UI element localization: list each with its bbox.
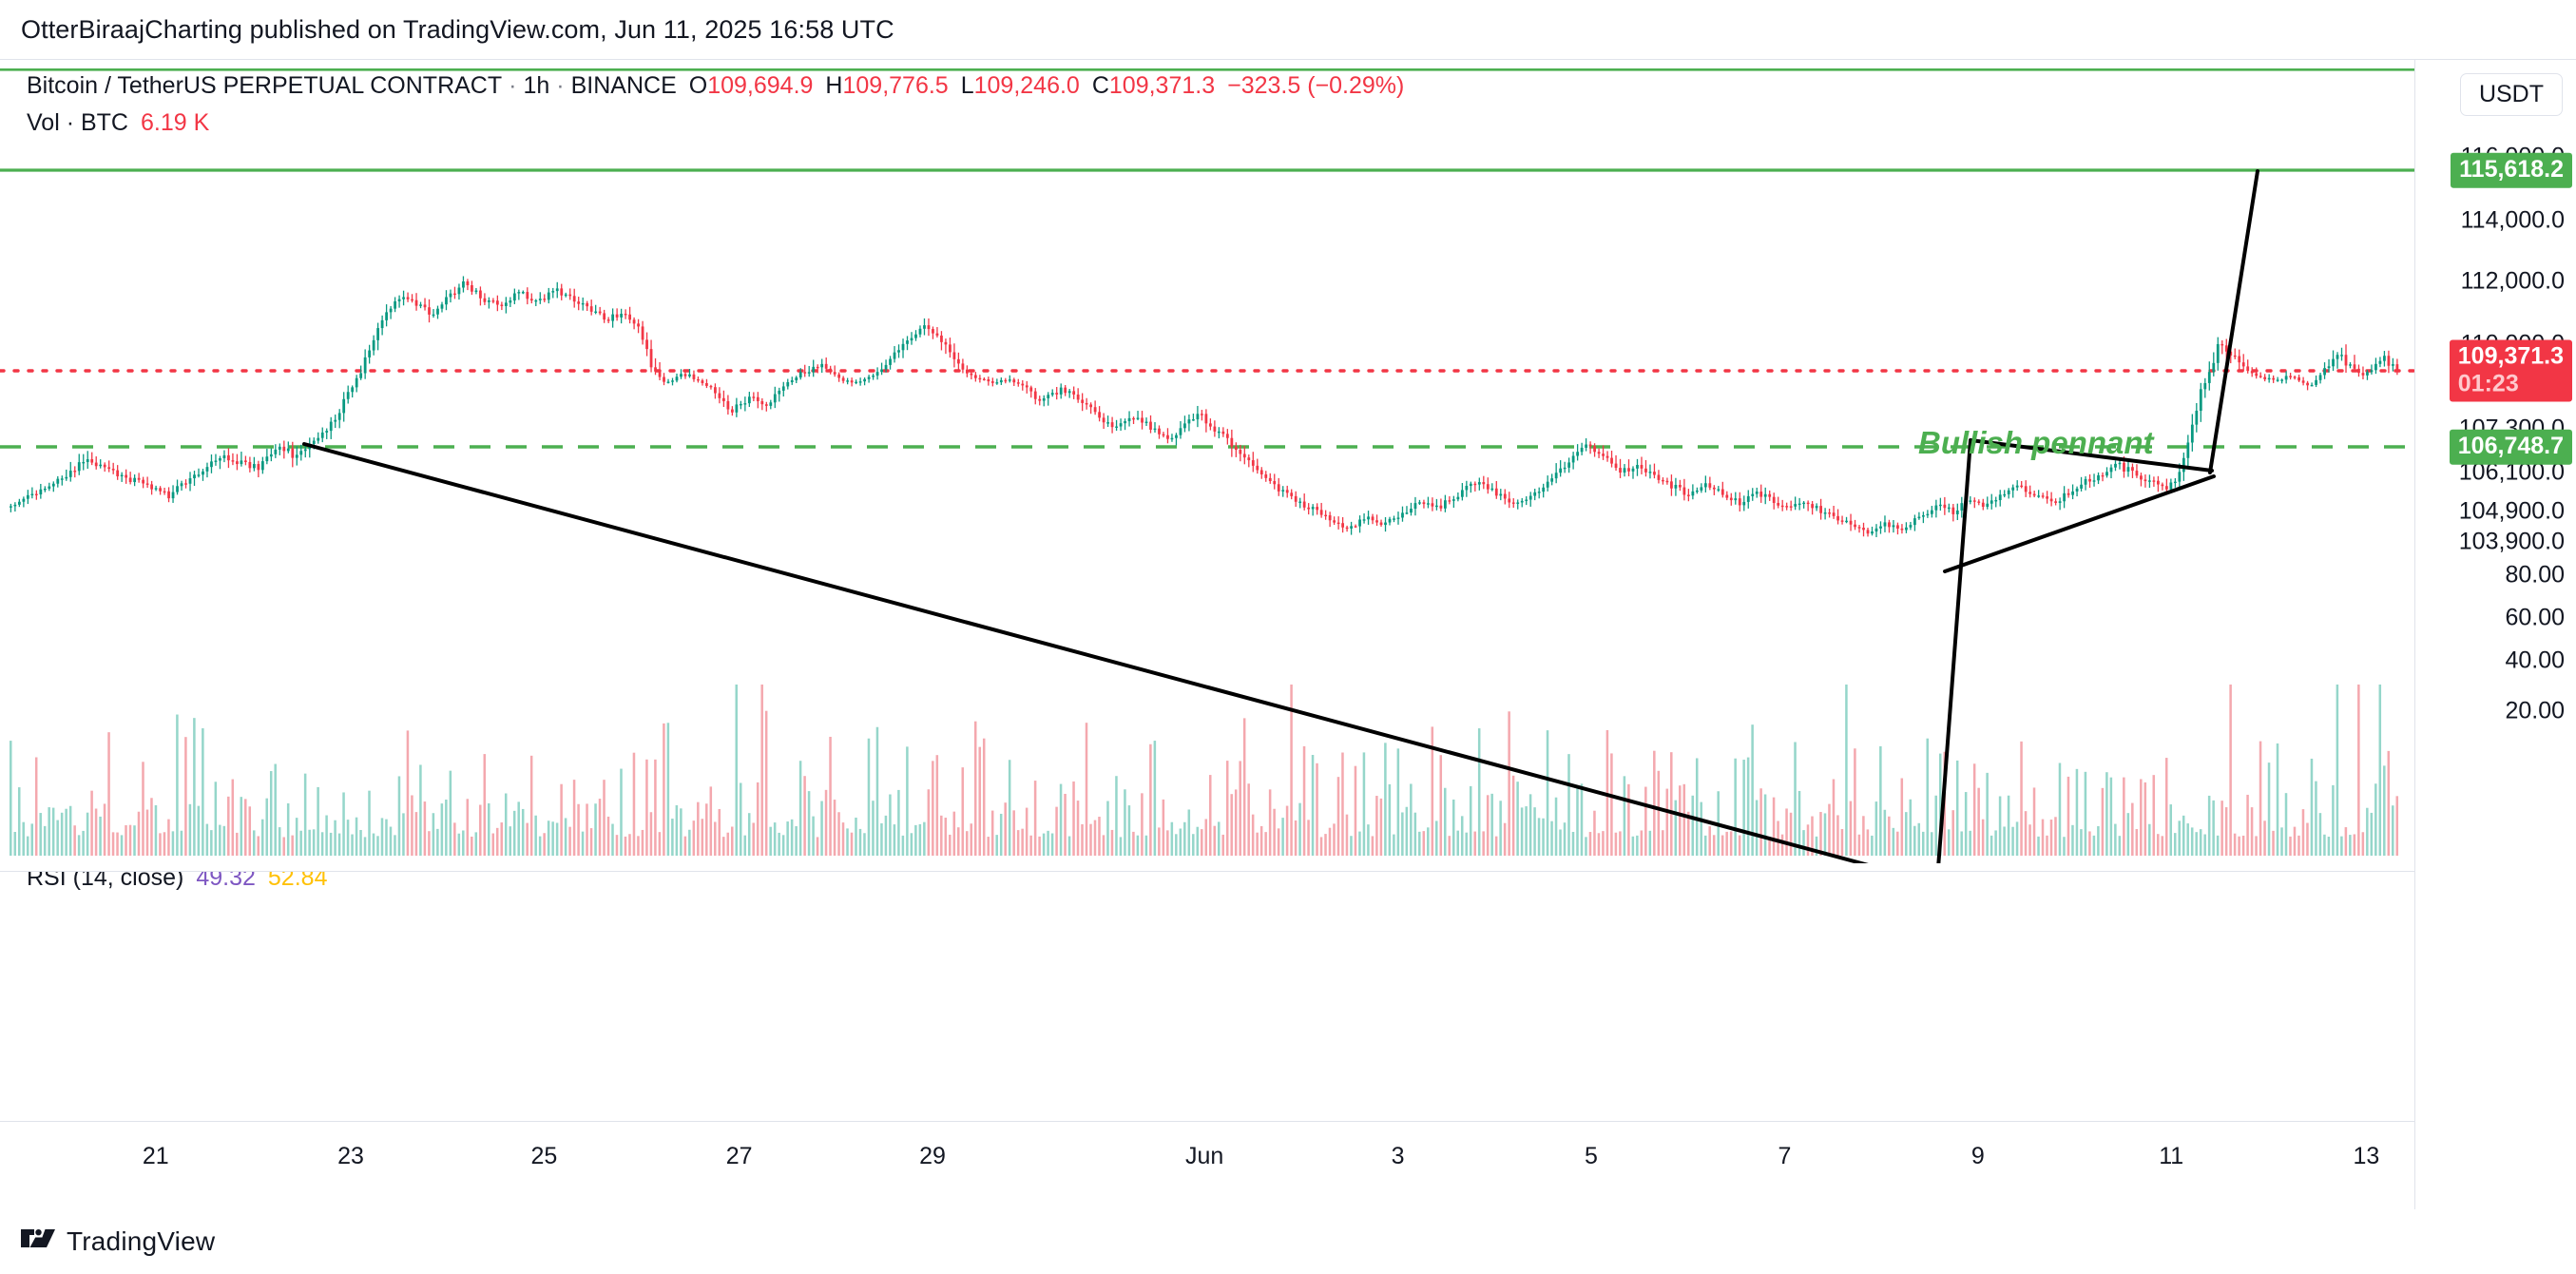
price-scale-tick: 112,000.0 xyxy=(2460,267,2565,295)
time-axis-label: 27 xyxy=(725,1143,753,1169)
price-level-lines xyxy=(0,68,2414,449)
footer-bar: TradingView xyxy=(0,1209,2576,1274)
time-axis-label: 9 xyxy=(1970,1143,1985,1169)
publisher-credit: OtterBiraajCharting published on Trading… xyxy=(21,14,894,44)
time-axis-label: 3 xyxy=(1391,1143,1405,1169)
breakout-projection[interactable] xyxy=(2208,169,2259,474)
pennant-upper[interactable] xyxy=(1969,438,2214,473)
price-chart-canvas[interactable] xyxy=(0,68,2414,863)
time-axis-label: 11 xyxy=(2159,1143,2184,1169)
price-scale[interactable]: USDT 116,000.0114,000.0112,000.0110,000.… xyxy=(2414,60,2576,1210)
currency-pill[interactable]: USDT xyxy=(2459,73,2563,116)
rsi-pane[interactable]: RSI (14, close) 49.32 52.84 xyxy=(0,871,2414,1121)
publisher-bar: OtterBiraajCharting published on Trading… xyxy=(0,0,2576,59)
price-scale-tick: 114,000.0 xyxy=(2460,206,2565,234)
time-axis-label: 5 xyxy=(1585,1143,1598,1169)
tradingview-logo-text: TradingView xyxy=(67,1226,216,1256)
rsi-legend: RSI (14, close) 49.32 52.84 xyxy=(27,871,328,892)
price-scale-tick: 40.00 xyxy=(2505,647,2565,674)
bullish-pennant-annotation[interactable]: Bullish pennant xyxy=(1918,425,2154,460)
time-axis-label: 7 xyxy=(1778,1143,1792,1169)
rsi-ma-value: 52.84 xyxy=(267,871,328,891)
rsi-chart-canvas[interactable] xyxy=(0,872,2414,1121)
tradingview-logo[interactable]: TradingView xyxy=(21,1226,215,1257)
chart-drawings[interactable] xyxy=(302,169,2259,863)
support-price-tag[interactable]: 106,748.7 xyxy=(2449,429,2572,465)
candlestick-series[interactable] xyxy=(10,276,2399,537)
pennant-lower[interactable] xyxy=(1943,474,2216,573)
price-scale-tick: 20.00 xyxy=(2505,697,2565,724)
time-axis-label: Jun xyxy=(1185,1143,1224,1169)
price-pane[interactable] xyxy=(0,68,2414,863)
pennant-pole[interactable] xyxy=(1926,438,1972,863)
rsi-title: RSI (14, close) xyxy=(27,871,184,891)
time-axis-label: 21 xyxy=(142,1143,169,1169)
tradingview-logo-icon xyxy=(21,1228,55,1247)
descending-resistance[interactable] xyxy=(302,442,2048,863)
chart-frame: Bitcoin / TetherUS PERPETUAL CONTRACT · 1h… xyxy=(0,59,2576,1210)
price-tag-countdown: 01:23 xyxy=(2457,370,2519,396)
price-scale-tick: 80.00 xyxy=(2505,561,2565,589)
price-tag-value: 109,371.3 xyxy=(2457,342,2564,370)
time-axis-label: 23 xyxy=(337,1143,364,1169)
time-axis-label: 29 xyxy=(919,1143,946,1169)
price-tag-value: 106,748.7 xyxy=(2457,432,2564,459)
last-price-tag[interactable]: 109,371.3 01:23 xyxy=(2449,339,2572,402)
time-axis-label: 13 xyxy=(2353,1143,2380,1169)
rsi-value: 49.32 xyxy=(196,871,256,891)
price-scale-tick: 60.00 xyxy=(2505,604,2565,631)
price-tag-value: 115,618.2 xyxy=(2459,155,2564,183)
price-scale-tick: 104,900.0 xyxy=(2458,497,2565,525)
time-axis[interactable]: 21 23 25 27 29 Jun 3 5 7 9 11 13 xyxy=(0,1121,2414,1210)
time-axis-label: 25 xyxy=(530,1143,558,1169)
volume-histogram xyxy=(10,685,2399,856)
price-scale-tick: 103,900.0 xyxy=(2458,528,2565,555)
resistance-price-tag[interactable]: 115,618.2 xyxy=(2451,152,2572,188)
